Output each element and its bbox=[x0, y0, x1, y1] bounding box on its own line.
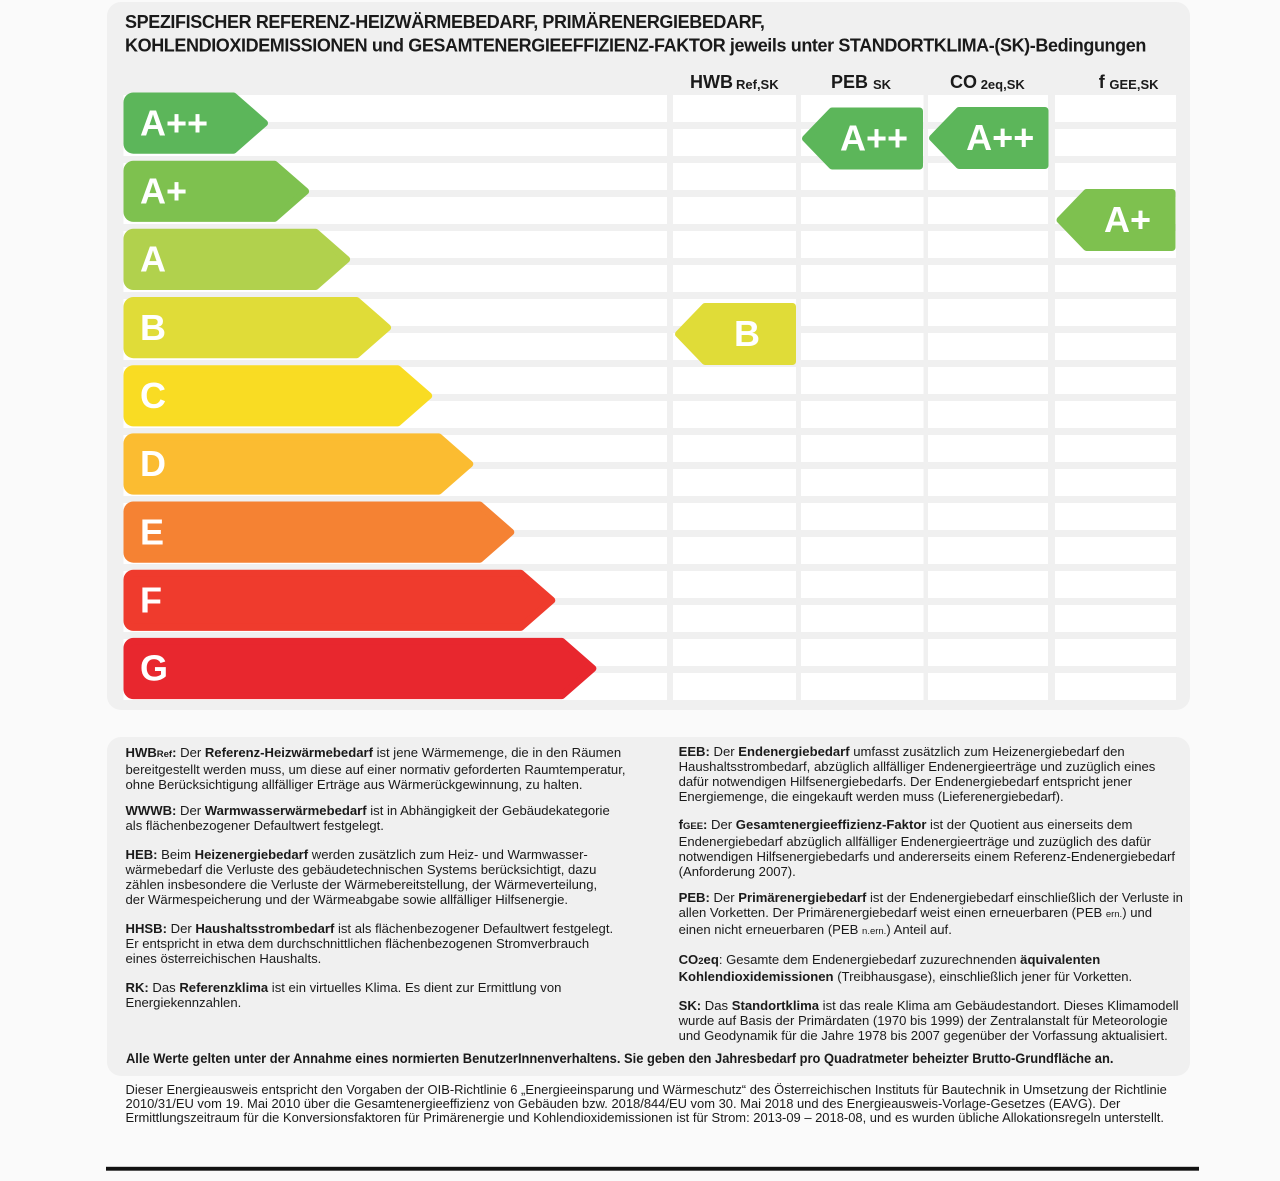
svg-text:A++: A++ bbox=[966, 117, 1034, 158]
svg-text:A+: A+ bbox=[1104, 199, 1151, 240]
svg-text:2eq,SK: 2eq,SK bbox=[981, 77, 1026, 92]
svg-text:PEB: PEB bbox=[831, 72, 868, 92]
svg-text:SPEZIFISCHER REFERENZ-HEIZWÄRM: SPEZIFISCHER REFERENZ-HEIZWÄRMEBEDARF, P… bbox=[125, 12, 764, 32]
svg-text:HWB: HWB bbox=[690, 72, 733, 92]
svg-text:A++: A++ bbox=[140, 102, 208, 143]
svg-text:A: A bbox=[140, 239, 166, 280]
svg-text:SK: SK bbox=[873, 77, 892, 92]
svg-text:GEE,SK: GEE,SK bbox=[1109, 77, 1159, 92]
svg-text:A+: A+ bbox=[140, 171, 187, 212]
svg-text:KOHLENDIOXIDEMISSIONEN und GES: KOHLENDIOXIDEMISSIONEN und GESAMTENERGIE… bbox=[125, 35, 1146, 55]
svg-text:CO: CO bbox=[950, 72, 977, 92]
svg-text:C: C bbox=[140, 375, 166, 416]
svg-text:f: f bbox=[1099, 72, 1106, 92]
svg-text:F: F bbox=[140, 580, 162, 621]
svg-text:E: E bbox=[140, 511, 164, 552]
svg-text:G: G bbox=[140, 648, 168, 689]
svg-text:B: B bbox=[734, 313, 760, 354]
svg-text:A++: A++ bbox=[840, 118, 908, 159]
svg-text:D: D bbox=[140, 443, 166, 484]
svg-text:Ref,SK: Ref,SK bbox=[736, 77, 779, 92]
svg-text:B: B bbox=[140, 307, 166, 348]
